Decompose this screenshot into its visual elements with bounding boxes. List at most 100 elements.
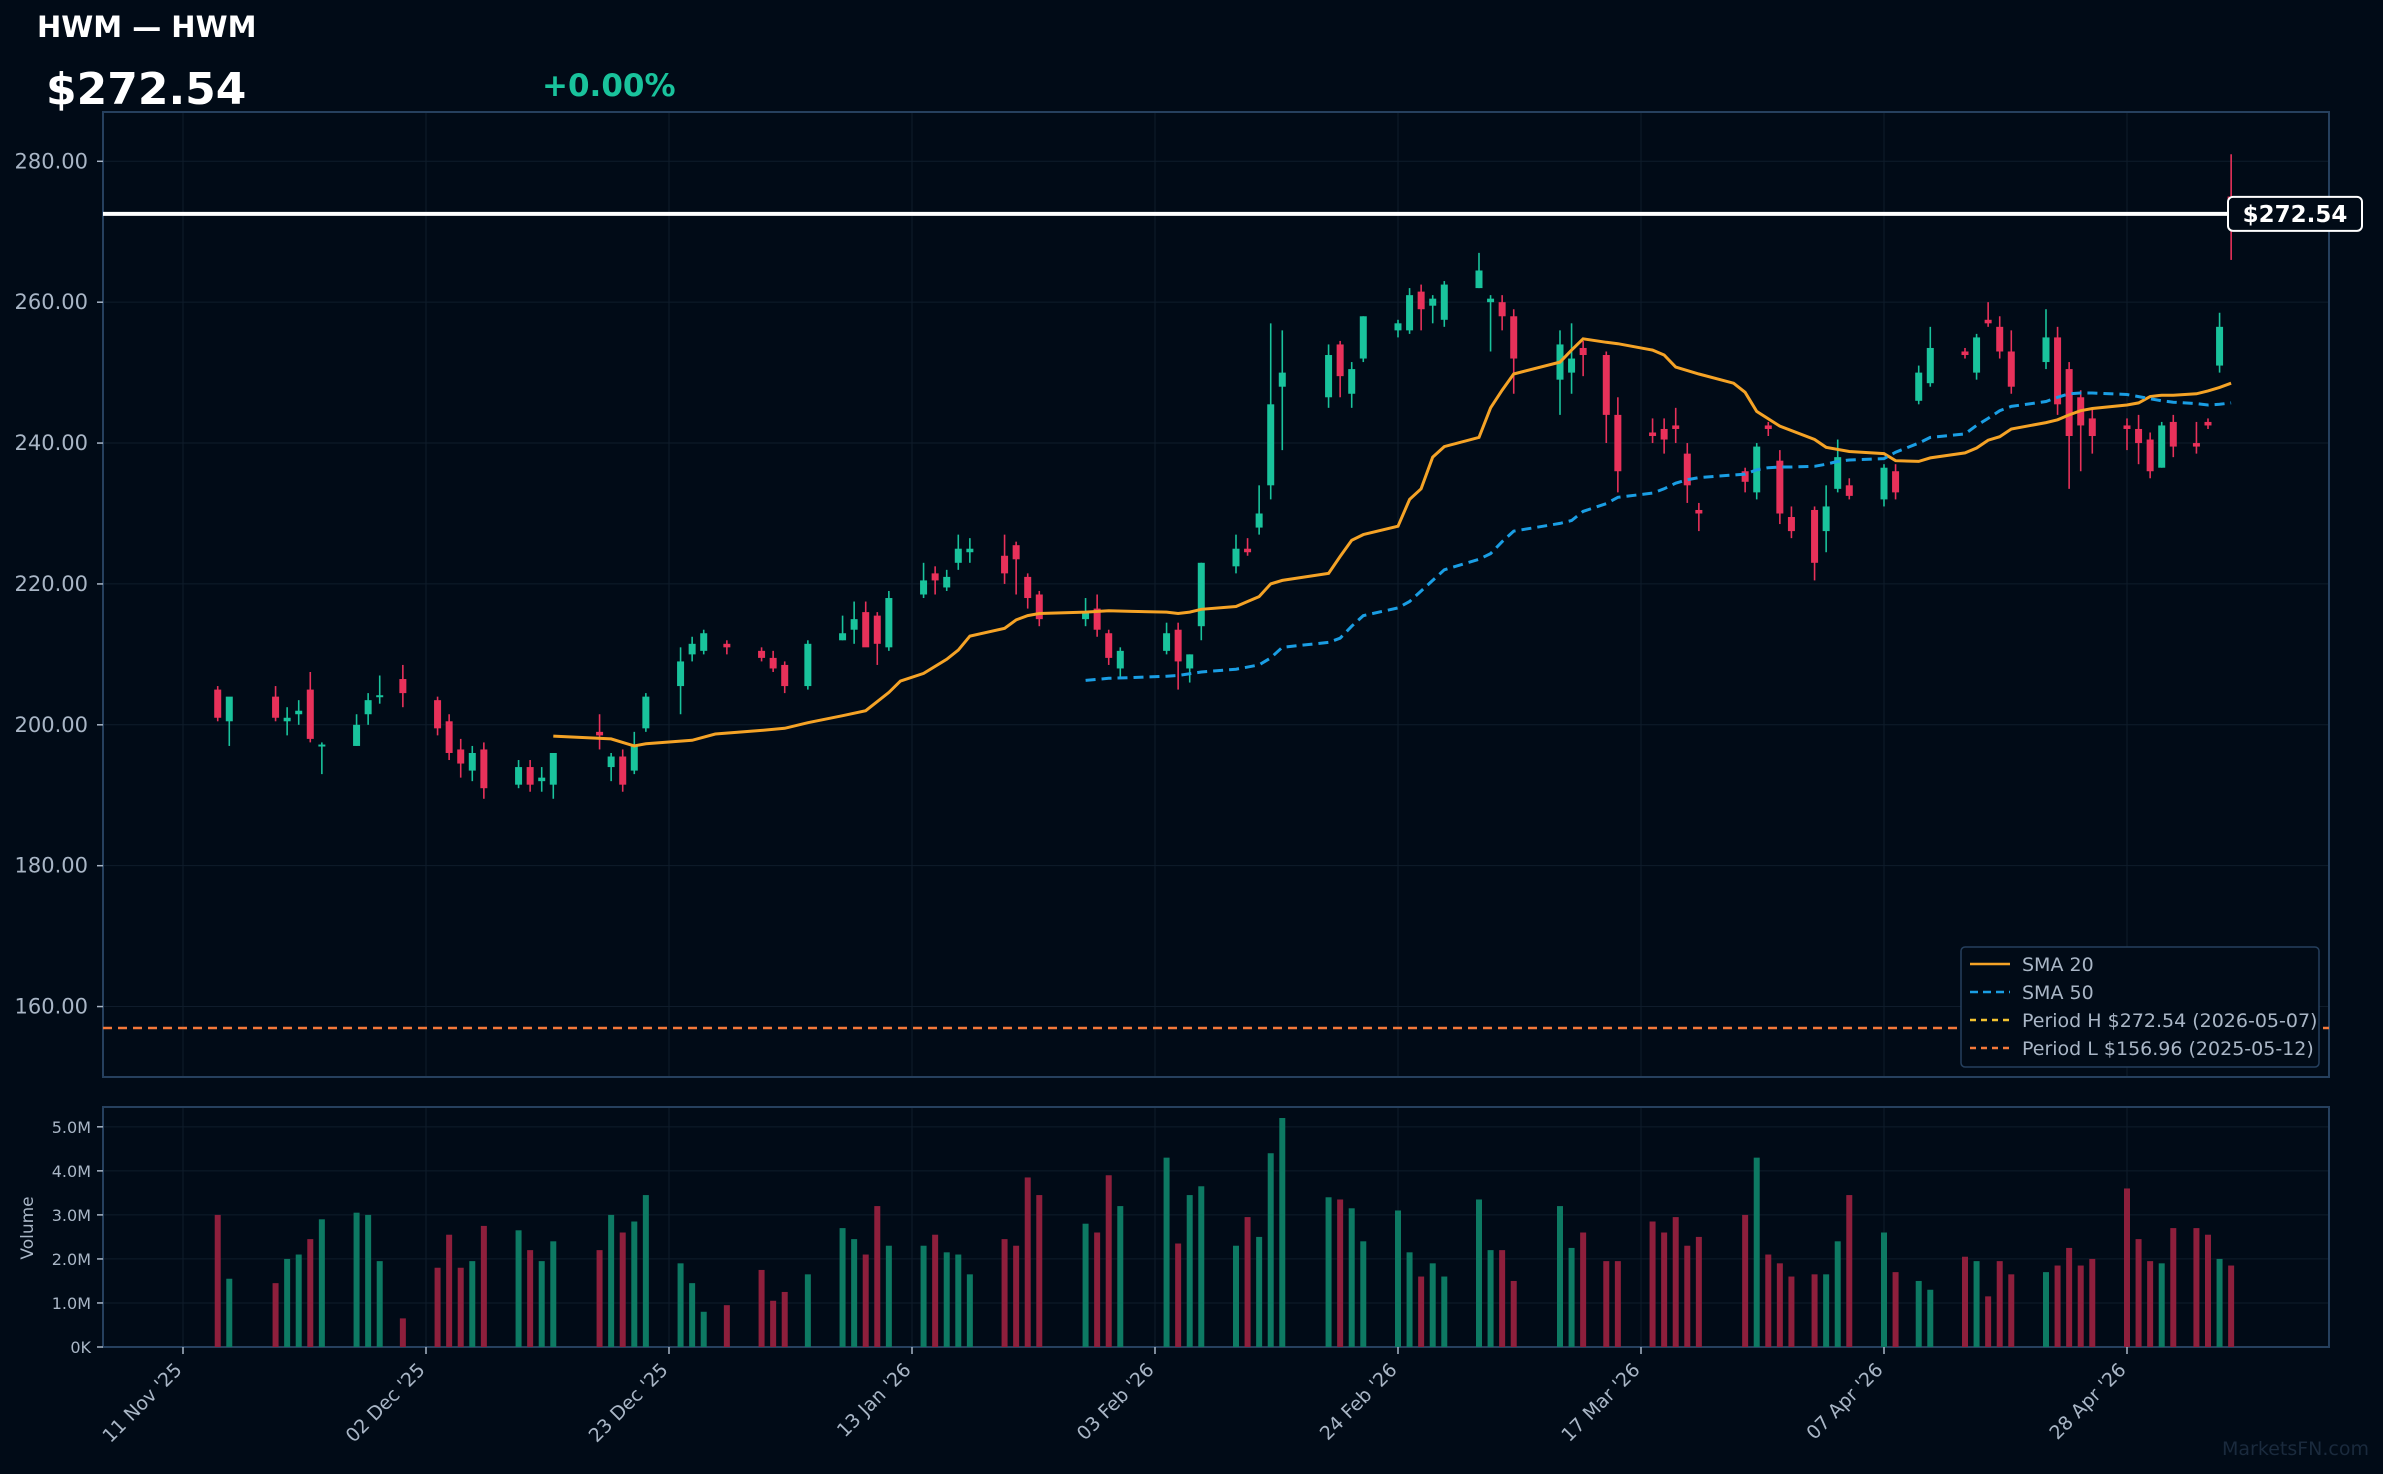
volume-bar (700, 1311, 707, 1347)
candle-body (1001, 555, 1009, 574)
sma20-line (553, 337, 2232, 748)
volume-bar (874, 1206, 881, 1347)
last-price-line: $272.54 (103, 195, 2363, 232)
volume-bar (2216, 1258, 2223, 1347)
volume-bar (2193, 1228, 2200, 1347)
volume-bar (1661, 1232, 1668, 1347)
x-tick-label: 17 Mar '26 (1557, 1359, 1644, 1446)
candle-body (1394, 323, 1402, 331)
volume-bar (1186, 1195, 1193, 1347)
volume-bar (1279, 1118, 1286, 1347)
volume-bar (1325, 1197, 1332, 1347)
volume-bar (1001, 1239, 1008, 1347)
volume-bar (1765, 1254, 1772, 1347)
volume-bar (1614, 1261, 1621, 1347)
volume-bar (1962, 1256, 1968, 1347)
candle-body (1834, 457, 1842, 489)
volume-bar (677, 1263, 684, 1347)
volume-bar (2147, 1261, 2154, 1347)
volume-bar (365, 1214, 372, 1347)
volume-bar (2077, 1265, 2084, 1347)
candle-body (619, 756, 627, 785)
price-y-axis: 160.00 180.00 200.00 220.00 240.00 260.00 280.… (15, 149, 103, 1019)
candle-body (2088, 418, 2096, 437)
volume-y-axis: 0K 1.0M 2.0M 3.0M 4.0M 5.0M (52, 1118, 103, 1357)
last-price-display: $272.54 (46, 64, 247, 115)
candle-body (1683, 453, 1691, 486)
volume-bar (480, 1225, 487, 1347)
volume-bar (1094, 1232, 1101, 1347)
volume-bar (851, 1239, 858, 1347)
volume-bar (1267, 1153, 1274, 1347)
candle-body (1024, 576, 1032, 599)
candle-body (1660, 428, 1668, 440)
volume-bar (469, 1261, 476, 1347)
price-tick-label: 220.00 (15, 572, 88, 596)
candle-body (353, 724, 361, 746)
legend[interactable]: SMA 20 SMA 50 Period H $272.54 (2026-05-07… (1960, 946, 2320, 1068)
candle-body (2192, 443, 2200, 447)
candle-body (1429, 298, 1437, 306)
volume-bar (1082, 1223, 1089, 1347)
price-tick-label: 160.00 (15, 995, 88, 1019)
volume-bar (1823, 1274, 1830, 1347)
volume-tick-label: 0K (70, 1338, 91, 1357)
candle-body (1892, 471, 1900, 493)
volume-bar (1985, 1296, 1992, 1347)
volume-bar (1175, 1243, 1182, 1347)
candle-body (1984, 319, 1992, 324)
volume-bar (1360, 1241, 1367, 1347)
volume-bar (1973, 1261, 1980, 1347)
candle-body (931, 573, 939, 581)
volume-bar (862, 1254, 869, 1347)
candle-body (1845, 485, 1853, 496)
volume-bar (527, 1250, 534, 1347)
volume-bar (1649, 1221, 1656, 1347)
x-tick-label: 28 Apr '26 (2045, 1359, 2130, 1444)
volume-axis-label: Volume (18, 1196, 38, 1259)
volume-bar (226, 1278, 233, 1347)
candle-body (2216, 326, 2224, 366)
candle-body (700, 633, 708, 651)
candle-body (920, 580, 928, 595)
candle-body (2158, 425, 2166, 468)
candle-body (1996, 326, 2004, 352)
volume-bar (1198, 1186, 1205, 1347)
candle-body (1926, 347, 1934, 384)
candle-body (364, 700, 372, 715)
candle-body (225, 696, 233, 722)
volume-bar (932, 1234, 939, 1347)
candle-body (272, 696, 280, 718)
candle-body (1406, 295, 1414, 331)
volume-bar (284, 1258, 291, 1347)
candle-body (1105, 633, 1113, 658)
volume-bar (1256, 1236, 1263, 1347)
candle-body (1614, 414, 1622, 472)
candlestick-series (214, 154, 2235, 799)
candle-body (1440, 284, 1448, 320)
candle-body (1336, 344, 1344, 377)
candle-body (677, 661, 685, 687)
volume-bar (1418, 1276, 1425, 1347)
candle-body (1579, 347, 1587, 356)
volume-bar (1695, 1236, 1702, 1347)
volume-bar (457, 1267, 464, 1347)
candle-body (2135, 428, 2143, 444)
price-panel-frame (102, 111, 2330, 1078)
candle-body (526, 767, 534, 785)
volume-bar (596, 1250, 603, 1347)
candle-body (885, 598, 893, 648)
candle-body (1880, 467, 1888, 500)
x-tick-label: 07 Apr '26 (1802, 1359, 1887, 1444)
volume-bar (1117, 1206, 1124, 1347)
price-tick-label: 240.00 (15, 431, 88, 455)
candle-body (1417, 291, 1425, 310)
candle-body (1475, 270, 1483, 289)
volume-bar (550, 1241, 557, 1347)
candle-body (1035, 594, 1043, 620)
volume-bar (1776, 1263, 1783, 1347)
volume-bar (2205, 1234, 2211, 1347)
candle-body (1348, 369, 1356, 394)
candle-body (1811, 509, 1819, 563)
candle-body (399, 679, 407, 694)
